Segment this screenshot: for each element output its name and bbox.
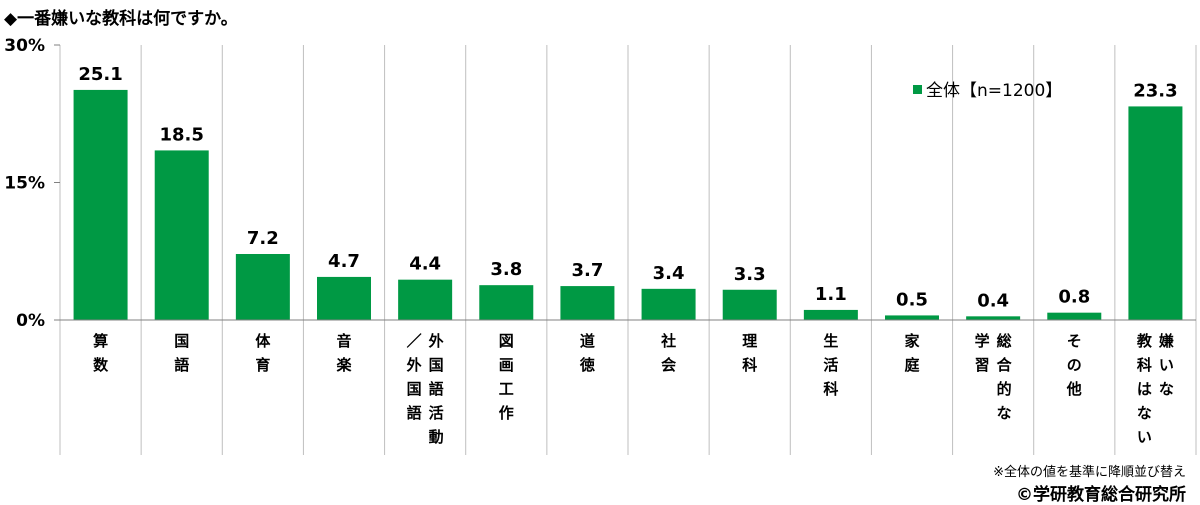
value-labels: 25.1 18.5 7.2 4.7 4.4 3.8 3.7 3.4 3.3 1.1 0.5 0.4 0.… <box>78 64 1177 311</box>
value-label: 4.4 <box>409 254 441 275</box>
category-label: 音楽 <box>336 332 352 374</box>
bar <box>398 279 453 320</box>
bar <box>73 89 128 321</box>
bar <box>1128 106 1183 321</box>
value-label: 7.2 <box>247 228 279 249</box>
y-tick-label: 15% <box>4 174 45 194</box>
value-label: 1.1 <box>815 284 847 305</box>
bar <box>641 288 696 320</box>
chart-title: ◆一番嫌いな教科は何ですか。 <box>4 9 238 29</box>
value-label: 3.8 <box>490 259 522 280</box>
category-separators <box>59 45 1197 455</box>
value-label: 3.4 <box>653 263 685 284</box>
bar <box>722 289 777 320</box>
value-label: 4.7 <box>328 251 360 272</box>
category-label: 道徳 <box>579 332 595 374</box>
legend: 全体【n=1200】 <box>913 81 1062 101</box>
category-label: 理科 <box>742 332 757 374</box>
category-label: 嫌いな <box>1158 332 1174 398</box>
bar <box>1047 312 1102 320</box>
bar <box>885 315 939 320</box>
value-label: 0.5 <box>896 289 928 310</box>
category-label: 教科はない <box>1136 332 1153 446</box>
bars <box>73 89 1183 321</box>
value-label: 25.1 <box>78 64 122 85</box>
category-label: 学習 <box>975 332 990 374</box>
value-label: 0.4 <box>977 290 1009 311</box>
value-label: 3.3 <box>734 264 766 285</box>
value-label: 3.7 <box>571 260 603 281</box>
category-label: 国語 <box>174 332 189 374</box>
bar <box>966 316 1021 320</box>
copyright: ©学研教育総合研究所 <box>1016 485 1186 505</box>
y-tick-label: 0% <box>16 311 45 331</box>
category-label: その他 <box>1066 332 1082 398</box>
legend-label: 全体【n=1200】 <box>926 81 1062 101</box>
sort-note: ※全体の値を基準に降順並び替え <box>993 465 1186 480</box>
category-label: 外国語活動 <box>428 332 444 446</box>
bar <box>479 285 534 320</box>
bar <box>803 309 858 320</box>
category-label: 総合的な <box>996 332 1013 422</box>
value-label: 23.3 <box>1133 80 1177 101</box>
category-label: 社会 <box>660 332 676 374</box>
legend-swatch <box>913 85 922 94</box>
bar <box>154 150 209 320</box>
category-label: 家庭 <box>904 332 920 374</box>
value-label: 18.5 <box>160 124 204 145</box>
value-label: 0.8 <box>1058 287 1090 308</box>
category-label: 図画工作 <box>499 332 514 422</box>
bar <box>235 254 290 320</box>
y-tick-label: 30% <box>4 36 45 56</box>
bar <box>560 286 615 320</box>
bar <box>317 276 371 320</box>
y-axis-ticks: 0% 15% 30% <box>4 36 60 331</box>
category-label: 生活科 <box>823 332 838 398</box>
category-label: 算数 <box>93 332 109 374</box>
category-label: ／外国語 <box>406 332 422 422</box>
category-label: 体育 <box>255 332 271 374</box>
